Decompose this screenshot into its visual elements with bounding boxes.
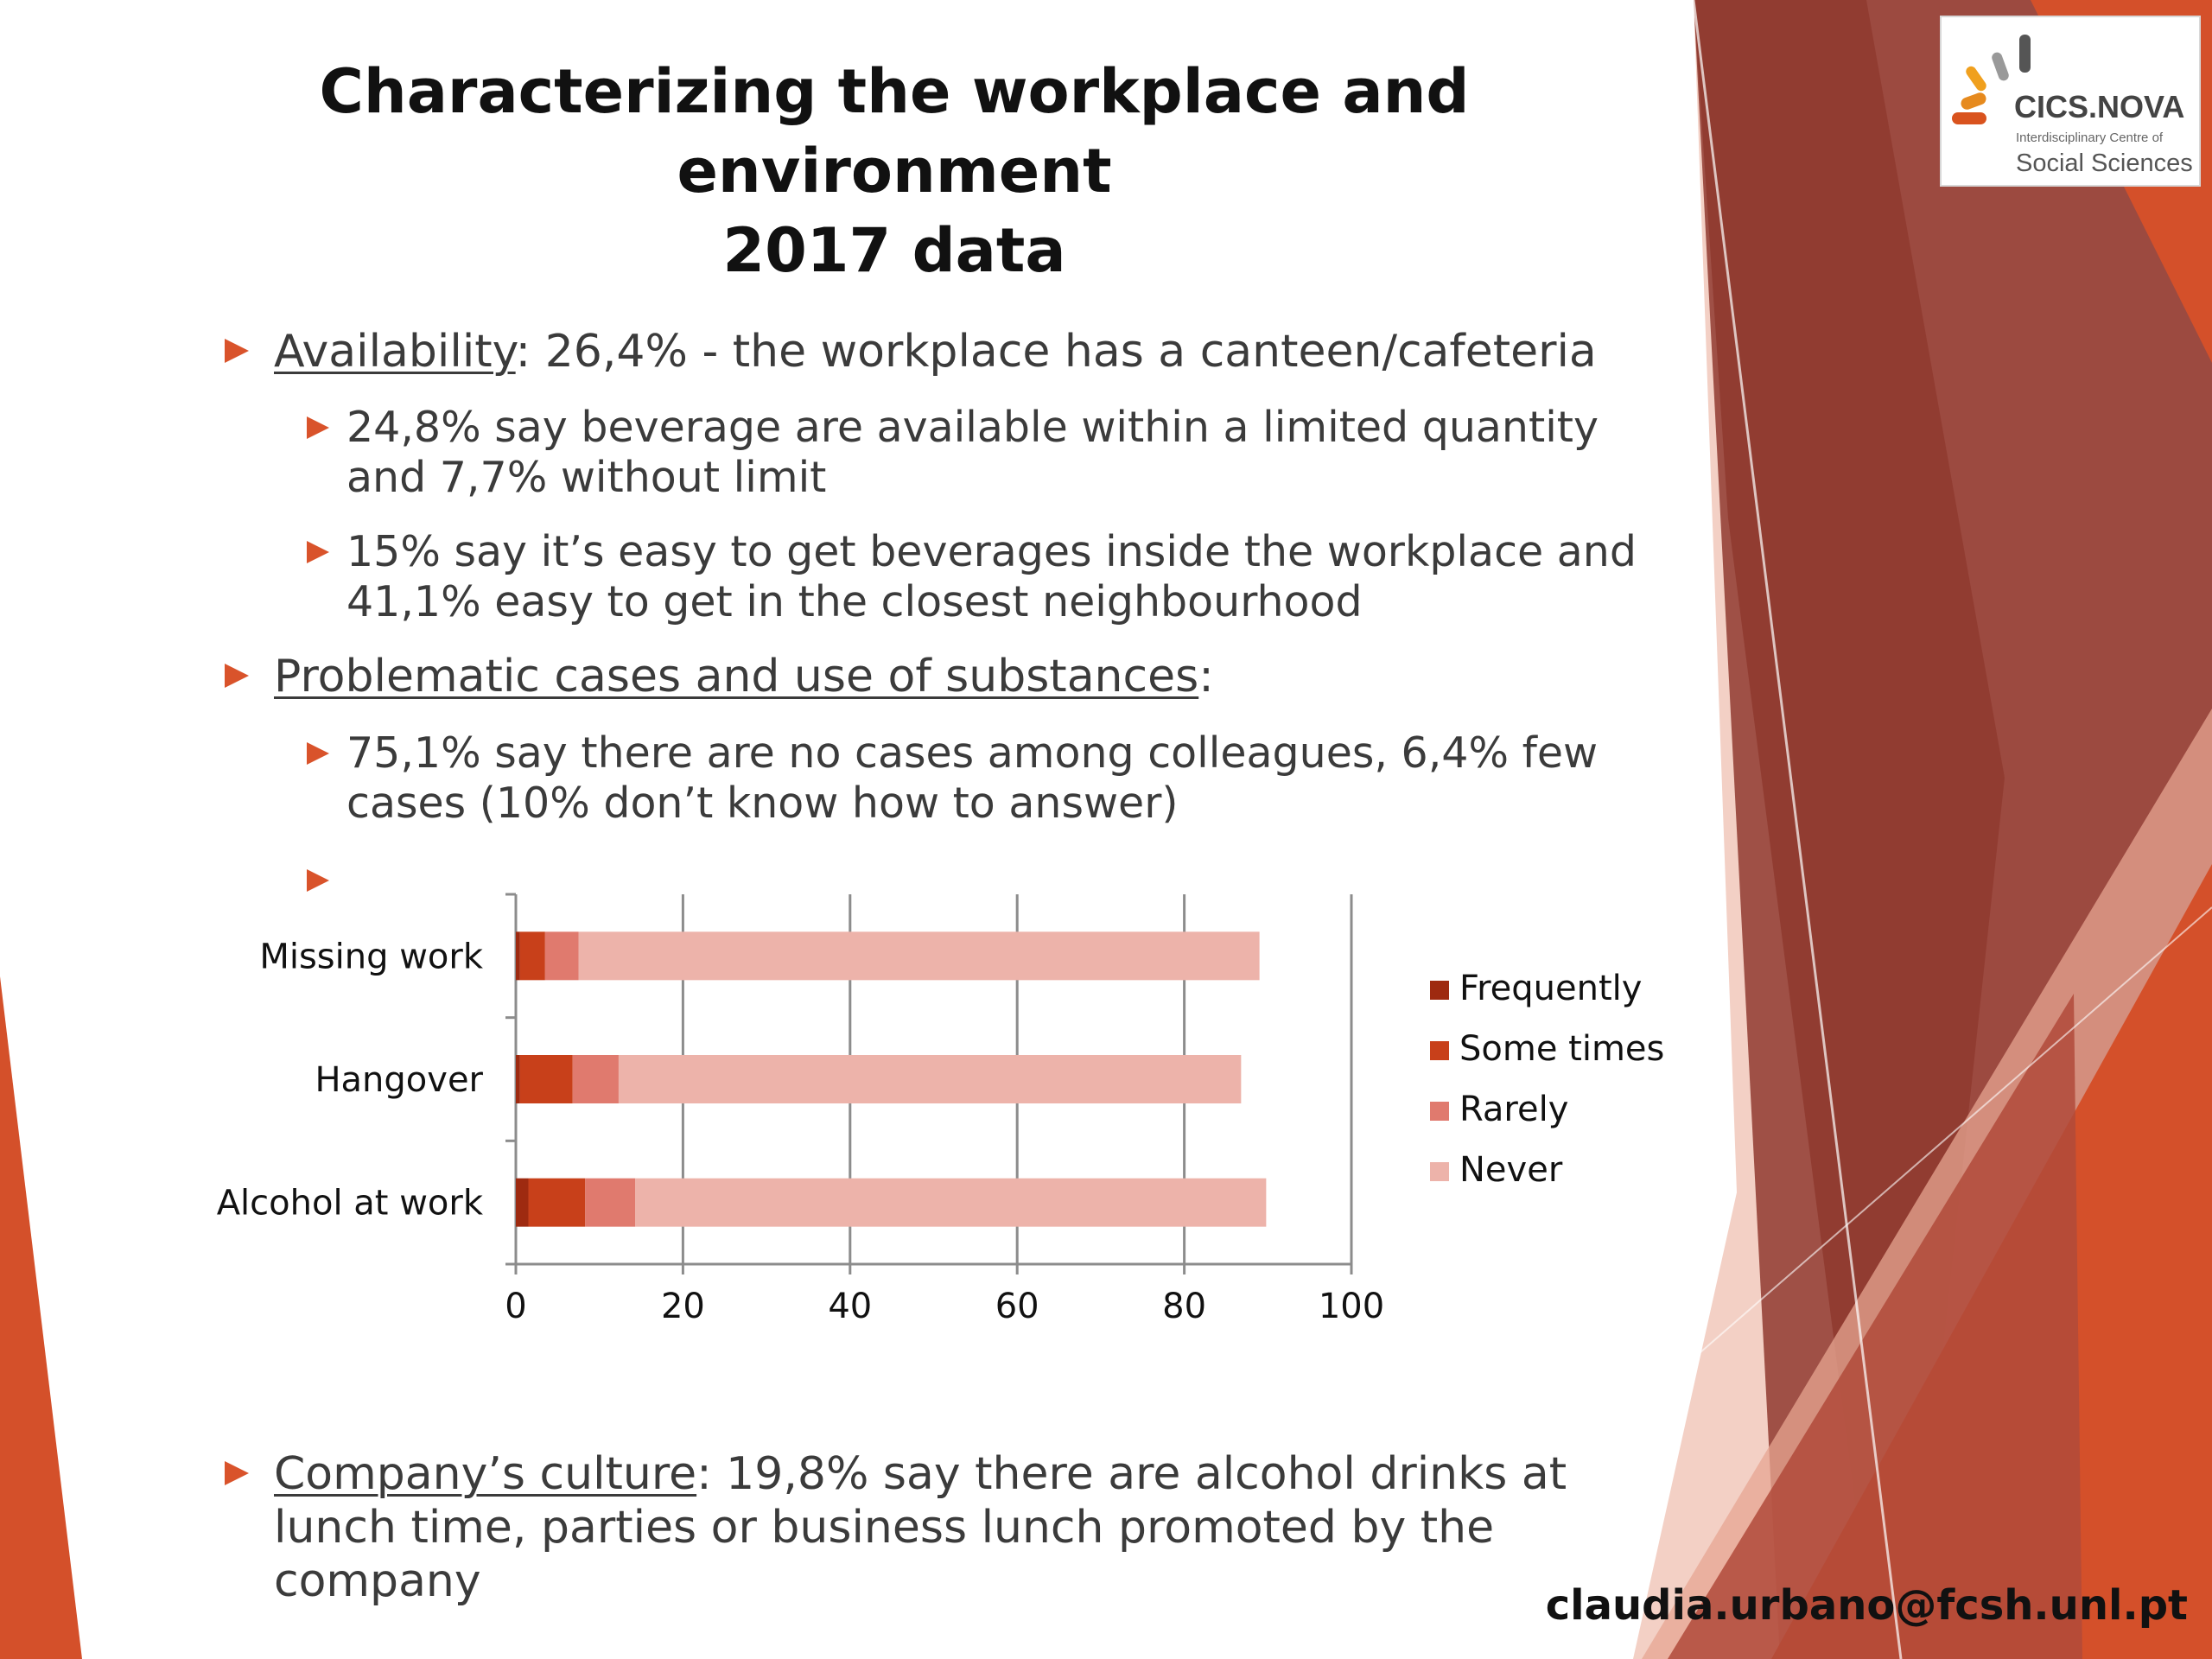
bullet-beverage-limit: 24,8% say beverage are available within … <box>307 403 1689 503</box>
bullet-arrow-icon <box>225 664 249 688</box>
bullet-arrow-icon <box>307 742 329 765</box>
culture-text: 19,8% say there are alcohol drinks at lu… <box>274 1448 1567 1607</box>
availability-text: 26,4% - the workplace has a canteen/cafe… <box>531 326 1597 378</box>
decor-line <box>1692 0 1903 1659</box>
logo-name: CICS.NOVA <box>2014 89 2184 124</box>
problematic-keyword: Problematic cases and use of substances <box>274 651 1199 702</box>
bullet-problematic: Problematic cases and use of substances: <box>225 650 1695 703</box>
title-line-2: 2017 data <box>722 215 1066 286</box>
bar-segment <box>519 1055 573 1103</box>
bar-segment <box>544 931 579 981</box>
bullet-arrow-icon <box>225 339 249 363</box>
logo-subtitle: Interdisciplinary Centre of <box>2016 130 2164 145</box>
x-tick-label: 0 <box>505 1287 526 1326</box>
category-label: Missing work <box>259 937 484 976</box>
legend-label: Rarely <box>1459 1090 1568 1129</box>
beverage-easy-text: 15% say it’s easy to get beverages insid… <box>346 527 1637 626</box>
bullet-availability: Availability: 26,4% - the workplace has … <box>225 325 1695 378</box>
bar-segment <box>618 1055 1242 1103</box>
category-label: Hangover <box>315 1060 483 1100</box>
bar-segment <box>516 1055 520 1103</box>
bar-segment <box>528 1178 586 1227</box>
legend-label: Some times <box>1459 1029 1664 1069</box>
cics-nova-logo: CICS.NOVA Interdisciplinary Centre of So… <box>1940 16 2201 187</box>
logo-tagline: Social Sciences <box>2016 149 2193 177</box>
bullet-beverage-easy: 15% say it’s easy to get beverages insid… <box>307 527 1689 627</box>
x-tick-label: 60 <box>995 1287 1039 1326</box>
x-tick-label: 40 <box>828 1287 872 1326</box>
availability-keyword: Availability <box>274 326 516 378</box>
slide-title: Characterizing the workplace and environ… <box>130 52 1659 290</box>
legend-swatch <box>1430 1162 1449 1181</box>
bullet-culture: Company’s culture: 19,8% say there are a… <box>225 1447 1695 1608</box>
bar-segment <box>585 1178 636 1227</box>
lower-brown-shape <box>1668 994 2082 1659</box>
bullet-arrow-icon <box>225 1461 249 1485</box>
bullet-arrow-icon <box>307 541 329 563</box>
x-tick-label: 100 <box>1319 1287 1384 1326</box>
bar-segment <box>635 1178 1267 1227</box>
decor-line <box>1347 906 2212 1659</box>
bar-segment <box>572 1055 619 1103</box>
legend-swatch <box>1430 981 1449 1000</box>
contact-email[interactable]: claudia.urbano@fcsh.unl.pt <box>1545 1581 2188 1630</box>
x-tick-label: 80 <box>1162 1287 1206 1326</box>
category-label: Alcohol at work <box>217 1184 484 1224</box>
bullet-cases: 75,1% say there are no cases among colle… <box>307 728 1689 829</box>
bullet-arrow-icon <box>307 416 329 439</box>
title-line-1: Characterizing the workplace and environ… <box>319 56 1470 207</box>
legend-label: Never <box>1459 1150 1563 1190</box>
bar-segment <box>516 1178 529 1227</box>
cases-text: 75,1% say there are no cases among colle… <box>346 728 1599 828</box>
bar-segment <box>516 931 520 981</box>
availability-colon: : <box>515 326 531 378</box>
culture-keyword: Company’s culture <box>274 1448 697 1500</box>
legend-swatch <box>1430 1102 1449 1121</box>
beverage-limit-text: 24,8% say beverage are available within … <box>346 403 1599 502</box>
left-wedge-shape <box>0 976 82 1659</box>
bar-segment <box>578 931 1260 981</box>
bullet-arrow-icon <box>307 869 329 892</box>
problematic-colon: : <box>1198 651 1214 702</box>
logo-mark-icon: CICS.NOVA Interdisciplinary Centre of So… <box>1952 35 2193 177</box>
bar-segment <box>519 931 545 981</box>
legend-label: Frequently <box>1459 969 1642 1008</box>
legend-swatch <box>1430 1041 1449 1060</box>
x-tick-label: 20 <box>661 1287 705 1326</box>
substance-use-chart: 0 20 40 60 80 100 Missing work Hangover Alcohol … <box>217 893 1664 1326</box>
culture-colon: : <box>696 1448 712 1500</box>
